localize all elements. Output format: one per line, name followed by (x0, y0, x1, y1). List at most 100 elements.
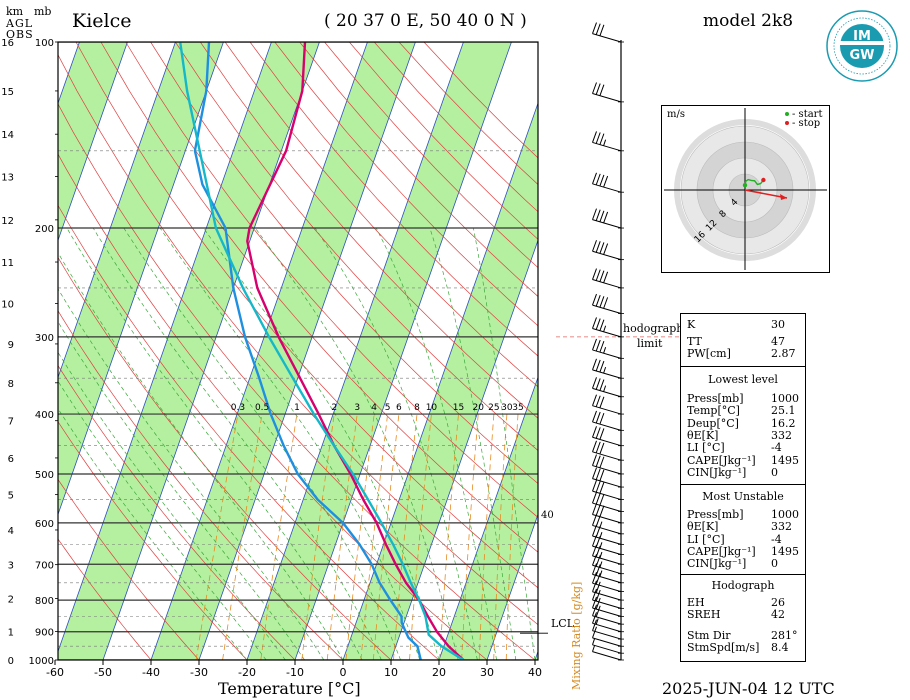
hodograph-ring-label: 4 (729, 197, 740, 208)
wind-barb-shaft (592, 349, 622, 359)
mixing-ratio-label: 2 (331, 403, 337, 413)
wind-barb-half-flag (603, 366, 607, 374)
wind-barb-flag (595, 132, 601, 144)
wind-barb-flag (592, 208, 597, 220)
wind-barb-shaft (592, 591, 622, 601)
obs-label: OBS (6, 28, 34, 41)
wind-barb-flag (595, 23, 601, 35)
mixing-ratio-label: 10 (426, 403, 438, 413)
lowest-level-row: Deup[°C] 16.2 (687, 416, 796, 430)
wind-barb-flag (599, 24, 605, 36)
station-name: Kielce (72, 10, 132, 32)
svg-text:IM: IM (853, 29, 871, 44)
most-unstable-row: CAPE[Jkg⁻¹] 1495 (687, 544, 799, 558)
wind-barb-flag (592, 612, 597, 624)
pressure-tick-label: 600 (35, 519, 54, 530)
wind-barb-flag (592, 454, 597, 466)
wind-barb-flag (592, 580, 597, 592)
km-tick-label: 6 (8, 454, 14, 465)
wind-barb-flag (592, 514, 597, 526)
wind-barb-flag (592, 172, 597, 184)
km-tick-label: 0 (8, 656, 14, 667)
wind-barb-flag (592, 317, 597, 329)
station-coords: ( 20 37 0 E, 50 40 0 N ) (324, 11, 527, 31)
hodograph-indices-section: Hodograph EH 26 SREH 42 Stm Dir 281° StmSpd[m/… (681, 574, 805, 653)
pressure-tick-label: 500 (35, 470, 54, 481)
wind-barb-half-flag (603, 325, 607, 332)
wind-barb-shaft (592, 573, 622, 584)
wind-barb-flag (592, 22, 597, 34)
wind-barb (592, 426, 624, 447)
pressure-tick-label: 700 (35, 560, 54, 571)
wind-barb-flag (592, 358, 597, 371)
wind-barb-flag (599, 469, 605, 482)
pressure-tick-label: 900 (35, 628, 54, 639)
wind-barb-flag (603, 211, 609, 224)
wind-barb-shaft (592, 502, 622, 512)
x-tick-label: 20 (432, 666, 446, 679)
wind-barb (592, 604, 624, 625)
wind-barb-flag (599, 174, 605, 187)
storm-motion-arrow (744, 189, 788, 199)
wind-barb-flag (603, 243, 609, 255)
wind-barb-flag (592, 377, 597, 389)
wind-barb-flag (599, 210, 605, 222)
isotherm-line (390, 239, 538, 660)
pressure-tick-label: 400 (35, 410, 54, 421)
wind-barb-flag (595, 573, 601, 585)
km-tick-label: 3 (8, 561, 14, 572)
wind-barb (592, 588, 624, 609)
wind-barb-half-flag (603, 139, 607, 146)
wind-barb-flag (599, 296, 605, 308)
most-unstable-row: θE[K] 332 (687, 520, 792, 534)
isotherm-bands (58, 42, 538, 660)
wind-barb-flag (595, 581, 601, 593)
wind-barb-flag (595, 318, 601, 330)
pressure-tick-label: 100 (35, 38, 54, 49)
wind-barb (592, 208, 624, 229)
lowest-level-row: Temp[°C] 25.1 (687, 404, 796, 418)
wind-barbs (592, 22, 624, 661)
km-tick-label: 13 (1, 172, 14, 183)
km-tick-label: 11 (1, 258, 14, 269)
wind-barb-flag (599, 319, 605, 331)
wind-barb-half-flag (599, 532, 603, 539)
isotherm-line (486, 513, 538, 660)
wind-barb-shaft (592, 279, 622, 289)
wind-barb-flag (599, 456, 605, 468)
x-axis-title: Temperature [°C] (218, 679, 361, 698)
axis-ticks: -60 -50 -40 -30 -20 -10 0 10 20 30 401002003004005… (1, 38, 542, 679)
lowest-level-title: Lowest level (708, 373, 778, 386)
wind-barb-shaft (592, 630, 622, 640)
svg-text:GW: GW (849, 48, 874, 63)
lowest-level-row: LI [°C] -4 (687, 441, 782, 455)
wind-barb (592, 394, 624, 415)
wind-barb (592, 358, 624, 379)
side-value-label: 40 (541, 510, 554, 521)
wind-barb (592, 626, 624, 647)
moist-adiabat (58, 351, 286, 660)
wind-barb (592, 612, 624, 633)
wind-barb-shaft (592, 644, 622, 654)
most-unstable-row: Press[mb] 1000 (687, 508, 799, 521)
isotherm-band (247, 42, 512, 660)
hodograph-trace (744, 178, 764, 186)
km-tick-label: 9 (8, 340, 14, 351)
wind-barb-flag (595, 555, 601, 567)
mixing-ratio-label: 1 (294, 403, 300, 413)
wind-barb-flag (592, 410, 597, 423)
x-tick-label: 40 (528, 666, 542, 679)
wind-barb-shaft (592, 622, 622, 633)
wind-barb-shaft (592, 141, 622, 152)
mixing-ratio-label: 25 (488, 403, 499, 413)
km-tick-label: 12 (1, 216, 14, 227)
mixing-ratio-label: 8 (414, 403, 420, 413)
moist-adiabat (58, 252, 344, 660)
km-tick-label: 16 (1, 38, 14, 49)
wind-barb-flag (595, 411, 601, 424)
wind-barb-flag (592, 426, 597, 438)
hodograph-ring-label: 8 (718, 209, 729, 220)
wind-barb (592, 440, 624, 461)
wind-barb-flag (595, 395, 601, 407)
wind-barb-shaft (592, 555, 622, 565)
